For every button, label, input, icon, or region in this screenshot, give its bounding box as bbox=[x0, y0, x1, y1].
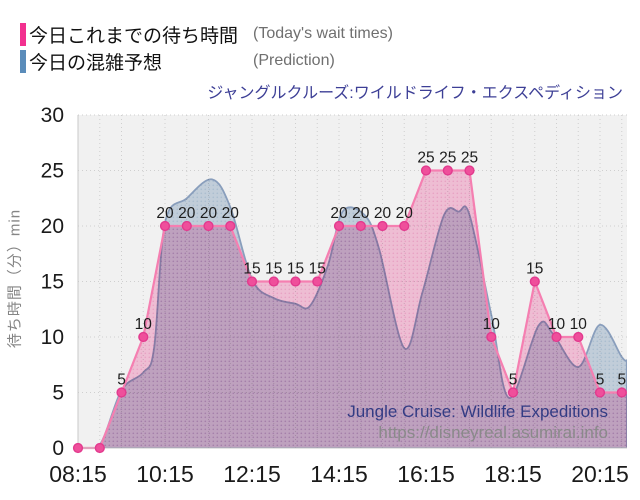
data-point-label: 15 bbox=[243, 261, 260, 278]
data-point-label: 5 bbox=[509, 372, 518, 389]
data-point-label: 25 bbox=[439, 150, 456, 167]
x-tick-label: 08:15 bbox=[49, 461, 107, 487]
data-point-marker[interactable] bbox=[72, 442, 84, 454]
data-point-label: 10 bbox=[570, 316, 588, 333]
data-point-label: 10 bbox=[548, 316, 566, 333]
data-point-marker[interactable] bbox=[594, 387, 606, 398]
data-point-marker[interactable] bbox=[507, 387, 519, 398]
x-tick-label: 16:15 bbox=[397, 461, 455, 487]
data-point-marker[interactable] bbox=[181, 220, 192, 232]
data-point-marker[interactable] bbox=[116, 387, 127, 398]
data-point-marker[interactable] bbox=[442, 165, 453, 176]
chart-title: ジャングルクルーズ:ワイルドライフ・エクスペディション bbox=[207, 85, 623, 102]
data-point-marker[interactable] bbox=[377, 220, 388, 232]
y-tick-label: 25 bbox=[41, 160, 64, 183]
data-point-label: 25 bbox=[461, 150, 478, 167]
data-point-marker[interactable] bbox=[268, 276, 279, 287]
data-point-marker[interactable] bbox=[486, 331, 497, 343]
x-tick-label: 14:15 bbox=[310, 461, 368, 487]
legend-label-actual: 今日これまでの待ち時間 bbox=[29, 25, 239, 47]
data-point-label: 20 bbox=[178, 205, 196, 222]
data-point-marker[interactable] bbox=[94, 442, 105, 454]
data-point-marker[interactable] bbox=[290, 276, 301, 287]
legend-item-prediction[interactable]: 今日の混雑予想 (Prediction) bbox=[20, 49, 335, 74]
data-point-label: 20 bbox=[156, 205, 174, 222]
legend-swatch-prediction-icon bbox=[20, 49, 26, 73]
data-point-label: 15 bbox=[309, 261, 326, 278]
actual-area bbox=[78, 170, 627, 448]
data-point-label: 20 bbox=[396, 205, 414, 222]
data-point-label: 20 bbox=[374, 205, 392, 222]
data-point-marker[interactable] bbox=[159, 220, 171, 232]
data-point-label: 15 bbox=[265, 261, 282, 278]
x-tick-label: 10:15 bbox=[136, 461, 194, 487]
x-tick-label: 20:15 bbox=[571, 461, 629, 487]
data-point-marker[interactable] bbox=[355, 220, 366, 232]
data-point-label: 15 bbox=[287, 261, 304, 278]
data-point-marker[interactable] bbox=[203, 220, 214, 232]
y-tick-label: 30 bbox=[41, 104, 64, 127]
data-point-label: 20 bbox=[330, 205, 348, 222]
x-tick-label: 12:15 bbox=[223, 461, 281, 487]
legend-sublabel-prediction: (Prediction) bbox=[253, 52, 335, 69]
legend-label-prediction: 今日の混雑予想 bbox=[29, 52, 163, 74]
data-point-marker[interactable] bbox=[551, 331, 562, 343]
data-point-marker[interactable] bbox=[246, 276, 258, 287]
data-point-marker[interactable] bbox=[616, 387, 627, 398]
data-point-label: 10 bbox=[483, 316, 501, 333]
data-point-marker[interactable] bbox=[399, 220, 410, 232]
data-point-marker[interactable] bbox=[225, 220, 236, 232]
y-tick-label: 10 bbox=[41, 326, 64, 349]
data-point-marker[interactable] bbox=[573, 331, 584, 343]
data-point-label: 5 bbox=[596, 372, 605, 389]
y-tick-label: 15 bbox=[41, 271, 64, 294]
data-point-marker[interactable] bbox=[464, 165, 475, 176]
data-point-label: 25 bbox=[417, 150, 434, 167]
data-point-marker[interactable] bbox=[420, 165, 432, 176]
data-point-label: 20 bbox=[200, 205, 218, 222]
data-point-label: 15 bbox=[526, 261, 543, 278]
data-point-label: 5 bbox=[617, 372, 626, 389]
data-point-marker[interactable] bbox=[138, 331, 149, 343]
x-tick-label: 18:15 bbox=[484, 461, 542, 487]
data-point-label: 20 bbox=[222, 205, 240, 222]
y-tick-label: 0 bbox=[52, 437, 64, 460]
data-point-label: 5 bbox=[117, 372, 126, 389]
data-point-marker[interactable] bbox=[312, 276, 323, 287]
legend-item-actual[interactable]: 今日これまでの待ち時間 (Today's wait times) bbox=[20, 22, 393, 47]
data-point-marker[interactable] bbox=[333, 220, 345, 232]
data-point-label: 20 bbox=[352, 205, 370, 222]
legend-sublabel-actual: (Today's wait times) bbox=[253, 25, 393, 42]
data-point-marker[interactable] bbox=[529, 276, 540, 287]
y-tick-label: 20 bbox=[41, 215, 64, 238]
legend-swatch-actual-icon bbox=[20, 22, 26, 46]
data-point-label: 10 bbox=[135, 316, 153, 333]
y-tick-label: 5 bbox=[52, 382, 64, 405]
